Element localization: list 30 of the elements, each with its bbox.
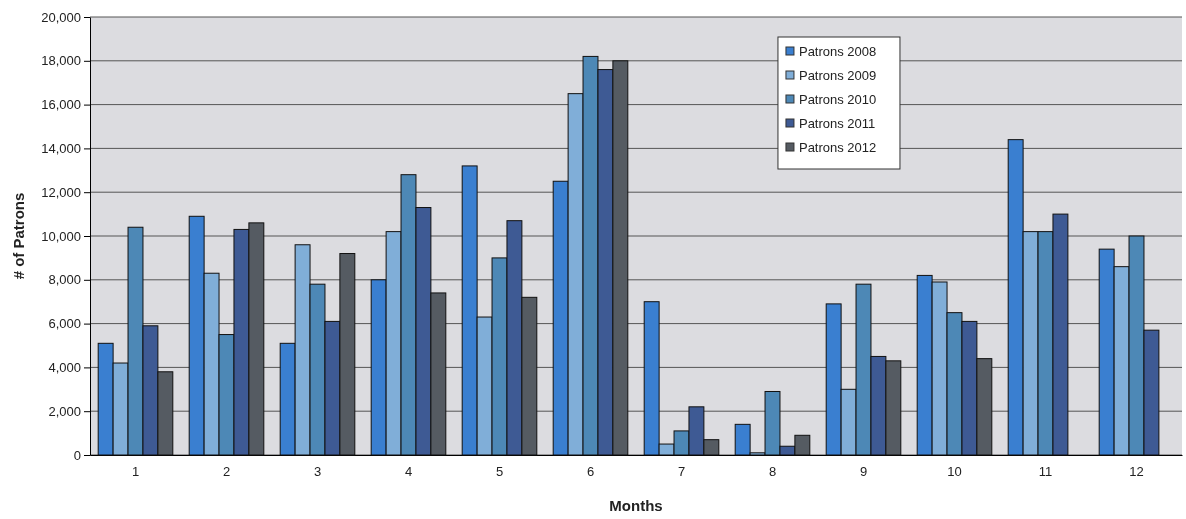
x-tick-label: 2 xyxy=(222,464,231,480)
x-tick-label: 8 xyxy=(768,464,777,480)
x-tick-label: 3 xyxy=(313,464,322,480)
y-tick-label: 14,000 xyxy=(41,141,81,157)
y-tick-label: 6,000 xyxy=(48,316,81,332)
y-tick-label: 2,000 xyxy=(48,403,81,419)
legend-label: Patrons 2008 xyxy=(798,43,877,59)
y-tick-label: 20,000 xyxy=(41,9,81,25)
y-axis-title: # of Patrons xyxy=(10,192,27,280)
x-tick-label: 1 xyxy=(131,464,140,480)
legend-label: Patrons 2010 xyxy=(798,91,877,107)
x-tick-label: 9 xyxy=(859,464,868,480)
legend-label: Patrons 2011 xyxy=(798,115,876,131)
legend-label: Patrons 2009 xyxy=(798,67,877,83)
x-tick-label: 10 xyxy=(947,464,962,480)
x-tick-label: 6 xyxy=(586,464,595,480)
y-tick-label: 12,000 xyxy=(41,184,81,200)
y-tick-label: 8,000 xyxy=(48,272,81,288)
y-tick-label: 0 xyxy=(73,447,81,463)
x-axis-title: Months xyxy=(609,497,663,514)
x-tick-label: 4 xyxy=(404,464,413,480)
y-tick-label: 10,000 xyxy=(41,228,81,244)
x-tick-label: 11 xyxy=(1038,464,1053,480)
x-tick-label: 5 xyxy=(495,464,504,480)
x-tick-label: 12 xyxy=(1129,464,1144,480)
y-tick-label: 16,000 xyxy=(41,97,81,113)
y-tick-label: 4,000 xyxy=(48,360,81,376)
legend-label: Patrons 2012 xyxy=(798,139,877,155)
y-tick-label: 18,000 xyxy=(41,53,81,69)
x-tick-label: 7 xyxy=(677,464,686,480)
